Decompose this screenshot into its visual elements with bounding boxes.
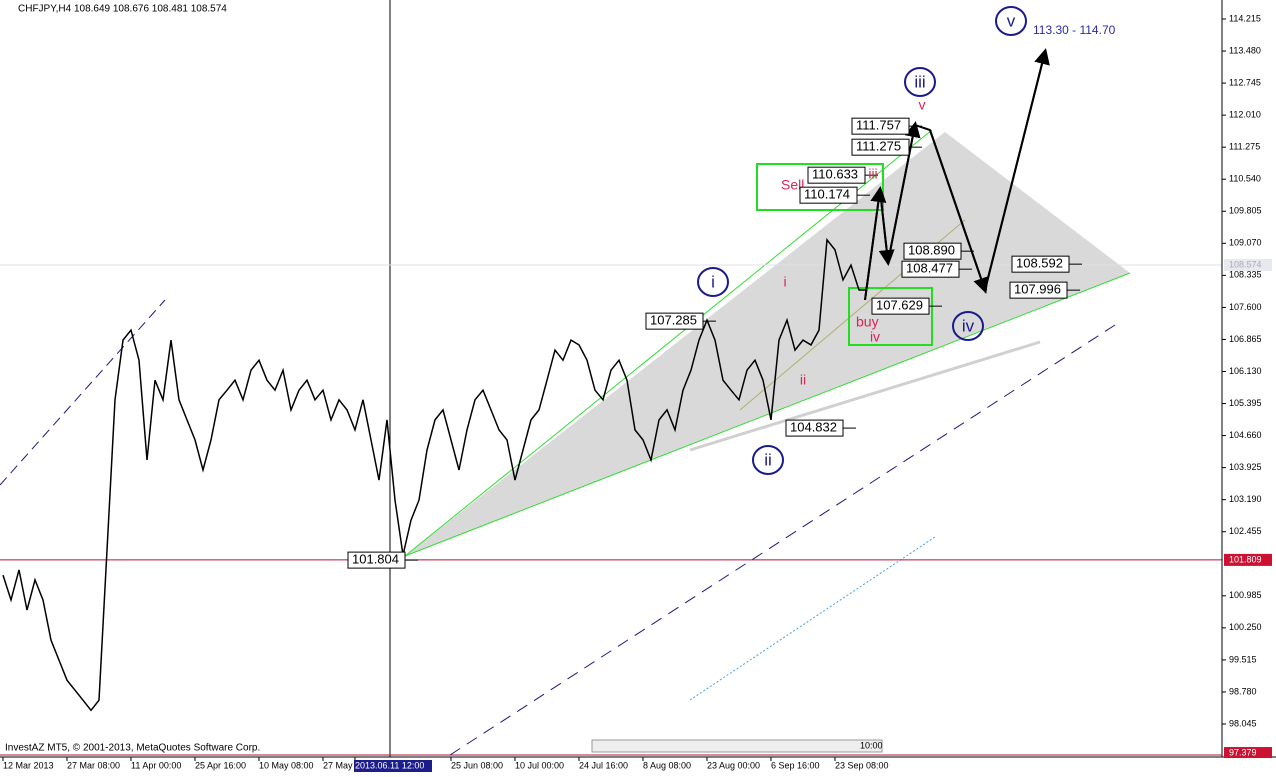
triangle [405,132,1130,556]
y-tick-label: 106.865 [1229,334,1262,344]
y-tick-label: 107.600 [1229,302,1262,312]
price-box-label: 108.890 [908,243,955,258]
y-tick-label: 108.335 [1229,270,1262,280]
arrow [887,121,921,263]
y-tick-label: 109.070 [1229,238,1262,248]
major-wave: iii [914,72,925,91]
minor-wave: ii [800,372,806,388]
current-price-label: 108.574 [1229,259,1262,269]
price-box-label: 108.592 [1016,256,1063,271]
x-tick-label: 23 Aug 00:00 [707,760,760,770]
y-tick-label: 98.045 [1229,718,1257,728]
arrow [929,129,989,294]
minor-wave: v [919,97,926,113]
x-tick-label: 12 Mar 2013 [3,760,54,770]
y-tick-label: 99.515 [1229,654,1257,664]
x-tick-label: 11 Apr 00:00 [131,760,181,770]
y-tick-label: 98.780 [1229,686,1257,696]
major-wave: i [711,272,715,291]
buy-box [848,287,933,346]
trend-line [449,324,1116,756]
y-tick-label: 113.480 [1229,45,1261,55]
wave-circle [952,311,984,341]
minor-wave: iii [868,166,877,182]
x-tick-label: 27 May [323,760,353,770]
sell-label: Sell [781,177,804,193]
y-tick-label: 104.660 [1229,430,1262,440]
x-tick-label: 8 Aug 08:00 [643,760,691,770]
price-box-label: 104.832 [790,420,837,435]
wave-circle [752,445,784,475]
arrow [864,186,887,301]
price-box-label: 107.285 [650,313,697,328]
price-box-label: 108.477 [906,261,953,276]
price-box-label: 111.275 [856,139,901,154]
arrow [878,189,895,266]
bid-box [1224,553,1272,566]
y-tick-label: 105.395 [1229,398,1262,408]
current-price-box [1224,258,1272,271]
minor-wave: iv [870,329,880,345]
x-tick-label: 10 Jul 00:00 [515,760,564,770]
x-highlight [354,760,432,772]
footer: InvestAZ MT5, © 2001-2013, MetaQuotes So… [5,743,260,754]
y-tick-label: 114.215 [1229,13,1261,23]
price-box-label: 111.757 [856,118,901,133]
major-wave: ii [764,450,772,469]
minor-wave: i [783,274,786,290]
y-tick-label: 102.455 [1229,526,1262,536]
price-box-label: 107.996 [1014,282,1061,297]
buy-label: buy [856,314,879,330]
price-line [2,237,867,712]
chart-title: CHFJPY,H4 108.649 108.676 108.481 108.57… [18,4,227,15]
y-tick-label: 106.130 [1229,366,1262,376]
price-box-label: 110.174 [804,187,850,202]
y-tick-label: 100.250 [1229,622,1262,632]
x-tick-label: 24 Jul 16:00 [579,760,628,770]
price-box-label: 110.633 [812,167,858,182]
time-marker: 10:00 [860,740,883,750]
y-tick-label: 109.805 [1229,206,1262,216]
wave-circle [995,6,1027,36]
x-tick-label: 27 Mar 08:00 [67,760,120,770]
y-tick-label: 111.275 [1229,142,1260,152]
trend-line [689,340,1041,452]
arrow [984,48,1050,291]
y-tick-label: 100.985 [1229,590,1262,600]
x-tick-label: 6 Sep 16:00 [771,760,820,770]
y-tick-label: 112.010 [1229,110,1261,120]
wave-circle [697,267,729,297]
bid-label: 101.809 [1229,554,1262,564]
scroll-markers [591,739,883,753]
x-tick-label: 25 Jun 08:00 [451,760,503,770]
x-tick-label: 23 Sep 08:00 [835,760,889,770]
x-tick-label: 2013.06.11 12:00 [355,760,424,770]
trend-line [404,272,1131,557]
wave-circle [904,67,936,97]
trend-line [689,536,936,701]
x-tick-label: 10 May 08:00 [259,760,314,770]
y-tick-label: 110.540 [1229,174,1261,184]
target-label: 113.30 - 114.70 [1033,23,1116,37]
bottom-price-box [1224,747,1272,759]
major-wave: iv [962,316,975,335]
price-box-label: 101.804 [352,552,399,567]
y-tick-label: 112.745 [1229,77,1261,87]
price-box-label: 107.629 [876,298,923,313]
y-tick-label: 103.925 [1229,462,1262,472]
major-wave: v [1007,11,1016,30]
y-tick-label: 103.190 [1229,494,1262,504]
trend-line [0,299,166,486]
x-tick-label: 25 Apr 16:00 [195,760,246,770]
bottom-price-label: 97.379 [1229,747,1257,757]
